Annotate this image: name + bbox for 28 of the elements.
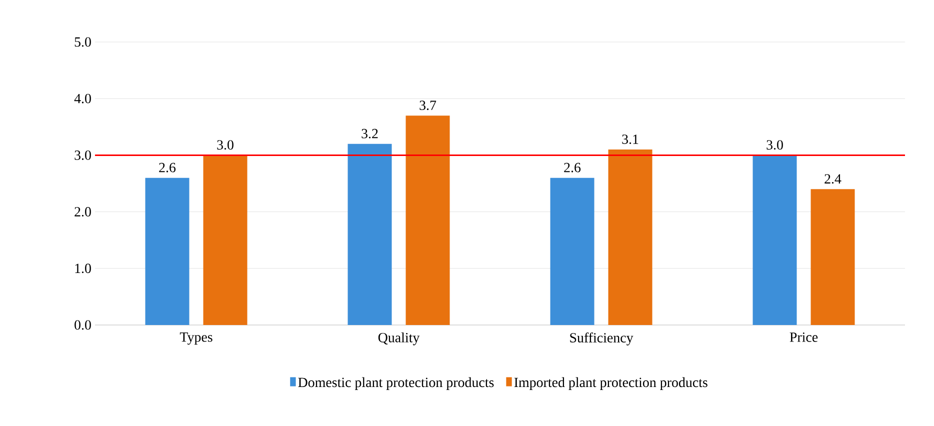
y-tick-label: 2.0 (74, 207, 91, 217)
data-label: 2.6 (564, 162, 581, 172)
bar (145, 178, 190, 325)
y-tick-label: 0.0 (74, 320, 91, 330)
x-tick-label: Sufficiency (570, 332, 634, 346)
bar (550, 178, 594, 325)
data-label: 2.4 (824, 174, 842, 184)
x-tick-label: Types (180, 332, 212, 345)
data-label: 3.0 (766, 140, 783, 150)
bar (406, 116, 450, 325)
legend-label: Domestic plant protection products (298, 377, 494, 390)
bar (608, 150, 652, 325)
bar (810, 189, 855, 325)
x-tick-label: Quality (378, 332, 420, 346)
data-label: 2.6 (159, 162, 176, 172)
bar (348, 144, 392, 325)
bar (752, 155, 797, 325)
y-tick-label: 3.0 (74, 150, 91, 160)
data-label: 3.7 (420, 100, 436, 110)
data-label: 3.1 (622, 134, 638, 144)
data-label: 3.2 (362, 128, 378, 138)
legend-label: Imported plant protection products (514, 377, 708, 390)
x-tick-label: Price (790, 332, 818, 342)
bar (203, 155, 248, 325)
y-tick-label: 5.0 (74, 37, 91, 47)
y-tick-label: 4.0 (74, 94, 91, 104)
y-tick-label: 1.0 (75, 264, 91, 274)
data-label: 3.0 (217, 140, 234, 150)
